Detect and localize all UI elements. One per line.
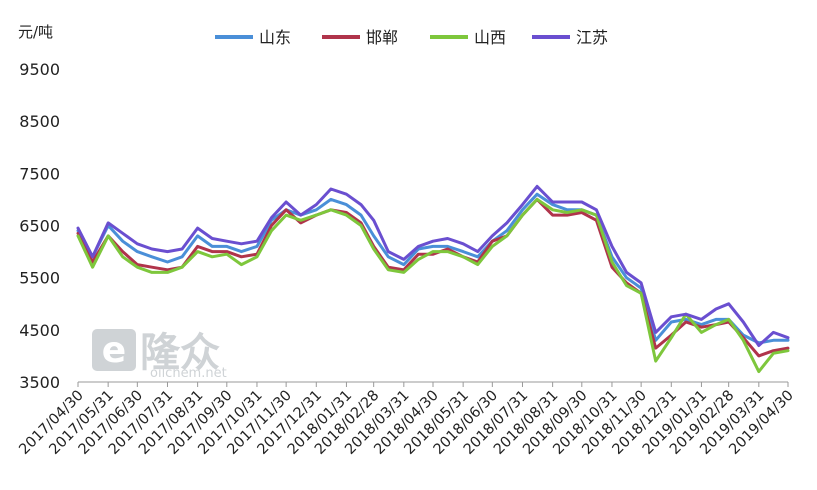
y-tick-label: 5500	[19, 269, 60, 288]
legend: 山东 邯郸 山西 江苏	[215, 28, 608, 47]
y-tick-label: 8500	[19, 112, 60, 131]
y-axis-ticks: 3500 4500 5500 6500 7500 8500 9500	[19, 60, 60, 392]
series-line-0	[76, 192, 790, 345]
legend-label: 山西	[474, 28, 506, 47]
y-tick-label: 4500	[19, 321, 60, 340]
series-line-3	[76, 184, 790, 347]
watermark: e 隆众 oilchem.net	[92, 329, 227, 381]
series-line-2	[76, 197, 790, 374]
legend-label: 山东	[259, 28, 291, 47]
series-lines	[76, 184, 790, 374]
watermark-logo-box	[92, 329, 136, 371]
x-axis-ticks: 2017/04/302017/05/312017/06/302017/07/31…	[16, 382, 797, 458]
watermark-logo-letter: e	[102, 330, 126, 371]
y-tick-label: 7500	[19, 164, 60, 183]
watermark-main-text: 隆众	[140, 330, 220, 376]
y-unit-label: 元/吨	[18, 23, 53, 41]
y-tick-label: 3500	[19, 373, 60, 392]
y-tick-label: 6500	[19, 217, 60, 236]
watermark-sub-text: oilchem.net	[150, 366, 227, 381]
legend-label: 邯郸	[366, 28, 398, 47]
y-tick-label: 9500	[19, 60, 60, 79]
legend-label: 江苏	[576, 28, 608, 47]
